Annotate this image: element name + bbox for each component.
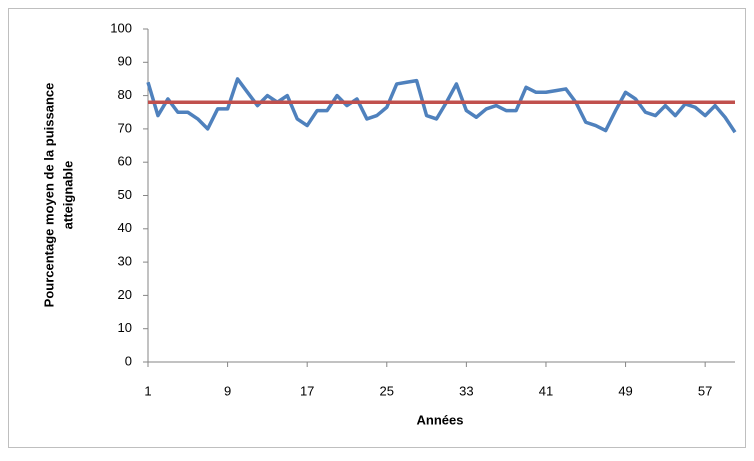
x-tick-label: 9 — [224, 383, 231, 398]
x-tick-label: 41 — [539, 383, 553, 398]
y-tick-label: 50 — [118, 187, 132, 202]
y-tick-label: 100 — [110, 20, 132, 35]
y-tick-label: 10 — [118, 320, 132, 335]
x-tick-label: 33 — [459, 383, 473, 398]
x-tick-label: 1 — [144, 383, 151, 398]
x-axis-title: Années — [417, 412, 464, 427]
y-axis-title: Pourcentage moyen de la puissance — [41, 83, 56, 308]
y-axis-title: atteignable — [60, 161, 75, 230]
y-tick-label: 40 — [118, 220, 132, 235]
y-tick-label: 30 — [118, 254, 132, 269]
x-tick-label: 49 — [618, 383, 632, 398]
x-tick-label: 25 — [380, 383, 394, 398]
y-tick-label: 0 — [125, 353, 132, 368]
y-tick-label: 70 — [118, 120, 132, 135]
y-tick-label: 90 — [118, 54, 132, 69]
x-tick-label: 57 — [698, 383, 712, 398]
y-tick-label: 80 — [118, 87, 132, 102]
chart-border — [8, 8, 746, 448]
x-tick-label: 17 — [300, 383, 314, 398]
y-tick-label: 60 — [118, 154, 132, 169]
y-tick-label: 20 — [118, 287, 132, 302]
